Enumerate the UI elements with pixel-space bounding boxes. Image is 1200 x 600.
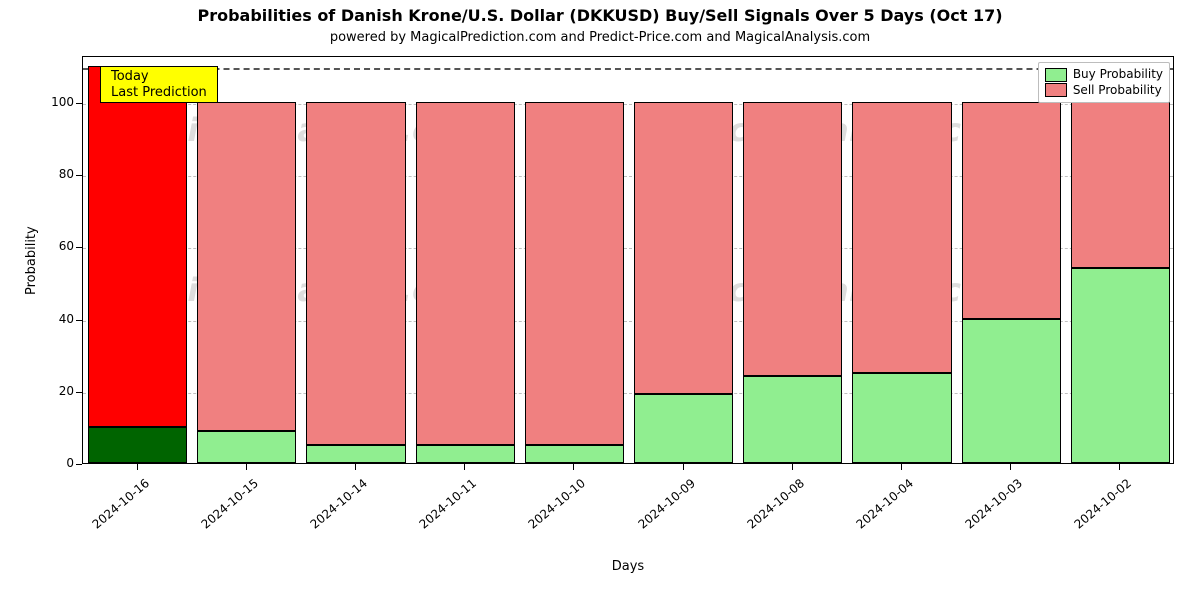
chart-subtitle: powered by MagicalPrediction.com and Pre…	[0, 30, 1200, 45]
bar-buy	[525, 445, 624, 463]
today-annotation: Today Last Prediction	[100, 66, 218, 103]
x-tick-mark	[246, 464, 247, 470]
bar-sell	[1071, 102, 1170, 268]
y-tick-label: 20	[34, 384, 74, 398]
bar-sell	[88, 66, 187, 427]
bar-buy	[197, 431, 296, 463]
bar-group	[306, 55, 405, 463]
y-tick-label: 100	[34, 95, 74, 109]
legend-item-buy: Buy Probability	[1045, 67, 1163, 83]
y-tick-mark	[76, 103, 82, 104]
y-tick-mark	[76, 320, 82, 321]
bar-group	[88, 55, 187, 463]
legend-swatch-buy	[1045, 68, 1067, 82]
x-tick-mark	[901, 464, 902, 470]
today-annotation-line2: Last Prediction	[111, 85, 207, 101]
bar-sell	[416, 102, 515, 445]
x-tick-mark	[792, 464, 793, 470]
x-tick-label: 2024-10-09	[612, 476, 698, 551]
bar-group	[416, 55, 515, 463]
x-tick-label: 2024-10-14	[284, 476, 370, 551]
bar-group	[197, 55, 296, 463]
x-tick-label: 2024-10-10	[503, 476, 589, 551]
bar-buy	[634, 394, 733, 463]
x-tick-label: 2024-10-08	[721, 476, 807, 551]
x-tick-mark	[464, 464, 465, 470]
y-tick-label: 60	[34, 239, 74, 253]
bar-group	[634, 55, 733, 463]
bar-buy	[416, 445, 515, 463]
bar-group	[525, 55, 624, 463]
bar-buy	[743, 376, 842, 463]
plot-area: MagicalAnalysis.comMagicalAnalysis.comMa…	[82, 56, 1174, 464]
y-tick-mark	[76, 464, 82, 465]
bar-sell	[743, 102, 842, 376]
y-axis-label: Probability	[24, 226, 39, 295]
bar-buy	[852, 373, 951, 463]
x-tick-label: 2024-10-16	[66, 476, 152, 551]
legend: Buy Probability Sell Probability	[1038, 62, 1170, 103]
legend-label-buy: Buy Probability	[1073, 67, 1163, 83]
bar-sell	[962, 102, 1061, 319]
today-annotation-line1: Today	[111, 69, 207, 85]
chart-container: Probabilities of Danish Krone/U.S. Dolla…	[0, 0, 1200, 600]
y-tick-label: 0	[34, 456, 74, 470]
bar-buy	[306, 445, 405, 463]
x-tick-label: 2024-10-04	[830, 476, 916, 551]
bar-buy	[88, 427, 187, 463]
x-axis-label: Days	[598, 559, 658, 574]
y-tick-label: 40	[34, 312, 74, 326]
x-tick-label: 2024-10-11	[394, 476, 480, 551]
x-tick-mark	[683, 464, 684, 470]
y-tick-mark	[76, 175, 82, 176]
x-tick-label: 2024-10-15	[175, 476, 261, 551]
x-tick-mark	[1119, 464, 1120, 470]
bar-sell	[525, 102, 624, 445]
y-tick-mark	[76, 392, 82, 393]
y-tick-mark	[76, 247, 82, 248]
bar-sell	[634, 102, 733, 394]
bar-buy	[962, 319, 1061, 463]
x-tick-mark	[1010, 464, 1011, 470]
x-tick-label: 2024-10-03	[940, 476, 1026, 551]
y-tick-label: 80	[34, 167, 74, 181]
bar-buy	[1071, 268, 1170, 463]
bar-group	[962, 55, 1061, 463]
bar-sell	[197, 102, 296, 431]
bar-group	[743, 55, 842, 463]
chart-title: Probabilities of Danish Krone/U.S. Dolla…	[0, 6, 1200, 25]
bar-group	[852, 55, 951, 463]
bar-group	[1071, 55, 1170, 463]
bar-sell	[852, 102, 951, 373]
x-tick-mark	[137, 464, 138, 470]
x-tick-mark	[355, 464, 356, 470]
legend-label-sell: Sell Probability	[1073, 83, 1162, 99]
legend-item-sell: Sell Probability	[1045, 83, 1163, 99]
legend-swatch-sell	[1045, 83, 1067, 97]
x-tick-label: 2024-10-02	[1049, 476, 1135, 551]
bar-sell	[306, 102, 405, 445]
x-tick-mark	[573, 464, 574, 470]
